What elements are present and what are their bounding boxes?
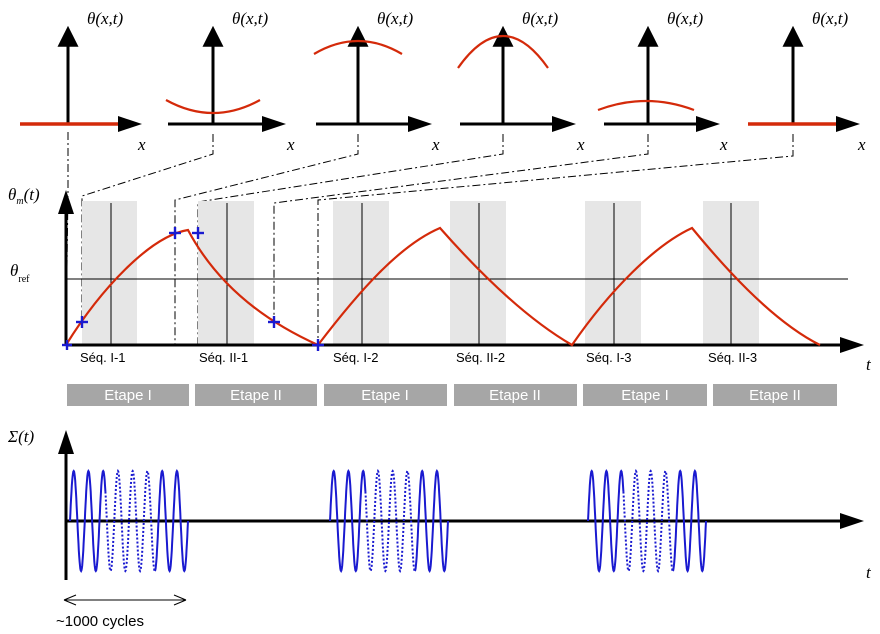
plus-marker: [312, 339, 324, 351]
shade-zone: [450, 201, 506, 345]
x-arrowhead: [262, 116, 286, 132]
cycles-label: ~1000 cycles: [56, 613, 144, 630]
etape-bar: [713, 384, 837, 406]
plus-marker: [268, 316, 280, 328]
temperature-profile: [165, 99, 261, 114]
theta-label: θ(x,t): [522, 9, 559, 28]
signal-burst-segment: [587, 469, 625, 573]
shade-zone: [333, 201, 389, 345]
x-arrowhead: [836, 116, 860, 132]
signal-bursts: [69, 469, 707, 573]
connector-5: [273, 134, 649, 322]
x-arrowhead: [696, 116, 720, 132]
panel-1: θ(x,t) x: [20, 9, 146, 154]
shade-zone: [82, 201, 137, 345]
etape-label: Etape II: [230, 387, 282, 404]
sequence-label: Séq. II-3: [708, 350, 757, 365]
theta-label: θ(x,t): [87, 9, 124, 28]
plus-marker: [192, 227, 204, 239]
signal-burst-segment: [364, 469, 416, 573]
sequence-label: Séq. I-3: [586, 350, 632, 365]
panel-4: θ(x,t) x: [457, 9, 585, 154]
signal-burst-segment: [69, 469, 107, 573]
x-arrowhead: [408, 116, 432, 132]
etape-label: Etape II: [749, 387, 801, 404]
panel-2: θ(x,t) x: [165, 9, 295, 154]
etape-bar: [67, 384, 189, 406]
x-arrowhead: [552, 116, 576, 132]
temperature-chart: θm(t) θref t Séq. I-1 Séq. II-1 Séq. I-2…: [8, 185, 872, 406]
temperature-profile: [597, 99, 695, 112]
panel-6: θ(x,t) x: [748, 9, 866, 154]
panel-3: θ(x,t) x: [313, 9, 440, 154]
left-arrowhead: [63, 594, 77, 606]
etape-label: Etape I: [361, 387, 409, 404]
sample-markers: [62, 227, 324, 351]
theta-ref-label: θref: [10, 261, 30, 285]
etape-bars: Etape I Etape II Etape I Etape II Etape …: [67, 384, 837, 406]
theta-label: θ(x,t): [377, 9, 414, 28]
plus-marker: [169, 227, 181, 239]
sequence-label: Séq. II-1: [199, 350, 248, 365]
signal-burst-segment: [329, 469, 367, 573]
theta-label: θ(x,t): [667, 9, 704, 28]
y-arrowhead: [58, 430, 74, 454]
theta-label: θ(x,t): [812, 9, 849, 28]
x-label: x: [286, 135, 295, 154]
x-label: x: [137, 135, 146, 154]
x-label: x: [719, 135, 728, 154]
y-arrowhead: [58, 190, 74, 214]
signal-burst-segment: [671, 469, 707, 573]
t-label: t: [866, 355, 872, 374]
connector-3: [174, 134, 359, 345]
theta-m-curve: [65, 226, 821, 347]
t-arrowhead: [840, 513, 864, 529]
sigma-label: Σ(t): [7, 427, 34, 446]
x-label: x: [857, 135, 866, 154]
shade-zone: [198, 201, 254, 345]
signal-chart: Σ(t) t ~1000 cycles: [7, 427, 872, 630]
connector-6: [317, 134, 794, 345]
x-arrowhead: [118, 116, 142, 132]
etape-bar: [324, 384, 447, 406]
etape-label: Etape I: [104, 387, 152, 404]
panel-5: θ(x,t) x: [597, 9, 728, 154]
theta-label: θ(x,t): [232, 9, 269, 28]
etape-bar: [583, 384, 707, 406]
right-arrowhead: [173, 594, 187, 606]
sequence-label: Séq. II-2: [456, 350, 505, 365]
signal-burst-segment: [622, 469, 674, 573]
signal-burst-segment: [104, 469, 156, 573]
x-label: x: [431, 135, 440, 154]
signal-burst-segment: [153, 469, 189, 573]
temperature-profile: [457, 34, 549, 69]
sequence-labels: Séq. I-1 Séq. II-1 Séq. I-2 Séq. II-2 Sé…: [80, 350, 757, 365]
temperature-profile: [313, 39, 403, 55]
t-label: t: [866, 563, 872, 582]
t-arrowhead: [840, 337, 864, 353]
signal-burst-segment: [413, 469, 449, 573]
etape-label: Etape II: [489, 387, 541, 404]
plus-marker: [62, 340, 72, 350]
etape-bar: [195, 384, 317, 406]
etape-bar: [454, 384, 577, 406]
sequence-label: Séq. I-2: [333, 350, 379, 365]
theta-m-label: θm(t): [8, 185, 40, 207]
x-label: x: [576, 135, 585, 154]
top-panels: θ(x,t) x θ(x,t) x θ(x,t) x θ(x,t): [20, 9, 866, 154]
sequence-label: Séq. I-1: [80, 350, 126, 365]
plus-marker: [76, 316, 88, 328]
etape-label: Etape I: [621, 387, 669, 404]
